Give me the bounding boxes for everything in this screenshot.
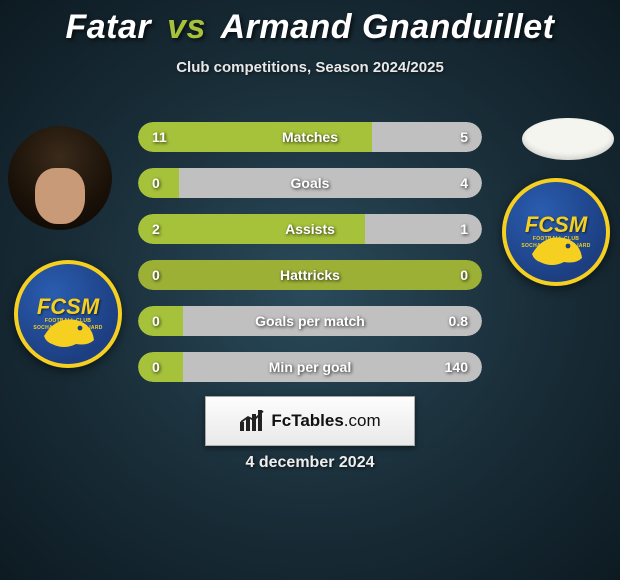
stat-row: Goals per match 0 0.8 [138, 306, 482, 336]
player1-club-logo: FCSM FOOTBALL CLUB SOCHAUX-MONTBÉLIARD [14, 260, 122, 368]
stat-value-right: 140 [445, 359, 468, 375]
stat-label: Matches [282, 129, 338, 145]
date-label: 4 december 2024 [246, 454, 375, 472]
stat-row: Assists 2 1 [138, 214, 482, 244]
player1-avatar [8, 126, 112, 230]
stat-label: Assists [285, 221, 335, 237]
stat-bar-left [138, 352, 183, 382]
stat-row: Hattricks 0 0 [138, 260, 482, 290]
brand-name: FcTables [271, 411, 343, 430]
stat-value-left: 0 [152, 175, 160, 191]
stat-value-left: 0 [152, 359, 160, 375]
stat-value-right: 1 [460, 221, 468, 237]
player2-club-logo: FCSM FOOTBALL CLUB SOCHAUX-MONTBÉLIARD [502, 178, 610, 286]
brand-badge: FcTables.com [205, 396, 415, 446]
stat-bar-left [138, 306, 183, 336]
stat-bar-right [179, 168, 482, 198]
stat-value-right: 0 [460, 267, 468, 283]
stat-value-left: 0 [152, 267, 160, 283]
lion-icon [36, 310, 100, 354]
stat-value-right: 4 [460, 175, 468, 191]
stats-panel: Matches115Goals04Assists21Hattricks00Goa… [138, 122, 482, 398]
brand-suffix: .com [344, 411, 381, 430]
stat-row: Min per goal 0 140 [138, 352, 482, 382]
player1-name: Fatar [65, 8, 151, 46]
stat-row: Matches 11 5 [138, 122, 482, 152]
brand-icon [239, 410, 265, 432]
stat-value-right: 0.8 [449, 313, 468, 329]
player2-avatar [522, 118, 614, 160]
player2-name: Armand Gnanduillet [221, 8, 555, 46]
stat-value-left: 0 [152, 313, 160, 329]
stat-label: Min per goal [269, 359, 351, 375]
stat-label: Goals per match [255, 313, 365, 329]
comparison-title: Fatar vs Armand Gnanduillet [0, 0, 620, 47]
stat-label: Goals [291, 175, 330, 191]
vs-label: vs [167, 8, 206, 46]
lion-icon [524, 228, 588, 272]
stat-row: Goals 0 4 [138, 168, 482, 198]
stat-label: Hattricks [280, 267, 340, 283]
stat-value-right: 5 [460, 129, 468, 145]
subtitle: Club competitions, Season 2024/2025 [0, 59, 620, 76]
stat-value-left: 2 [152, 221, 160, 237]
brand-text: FcTables.com [271, 411, 380, 431]
stat-value-left: 11 [152, 129, 167, 145]
